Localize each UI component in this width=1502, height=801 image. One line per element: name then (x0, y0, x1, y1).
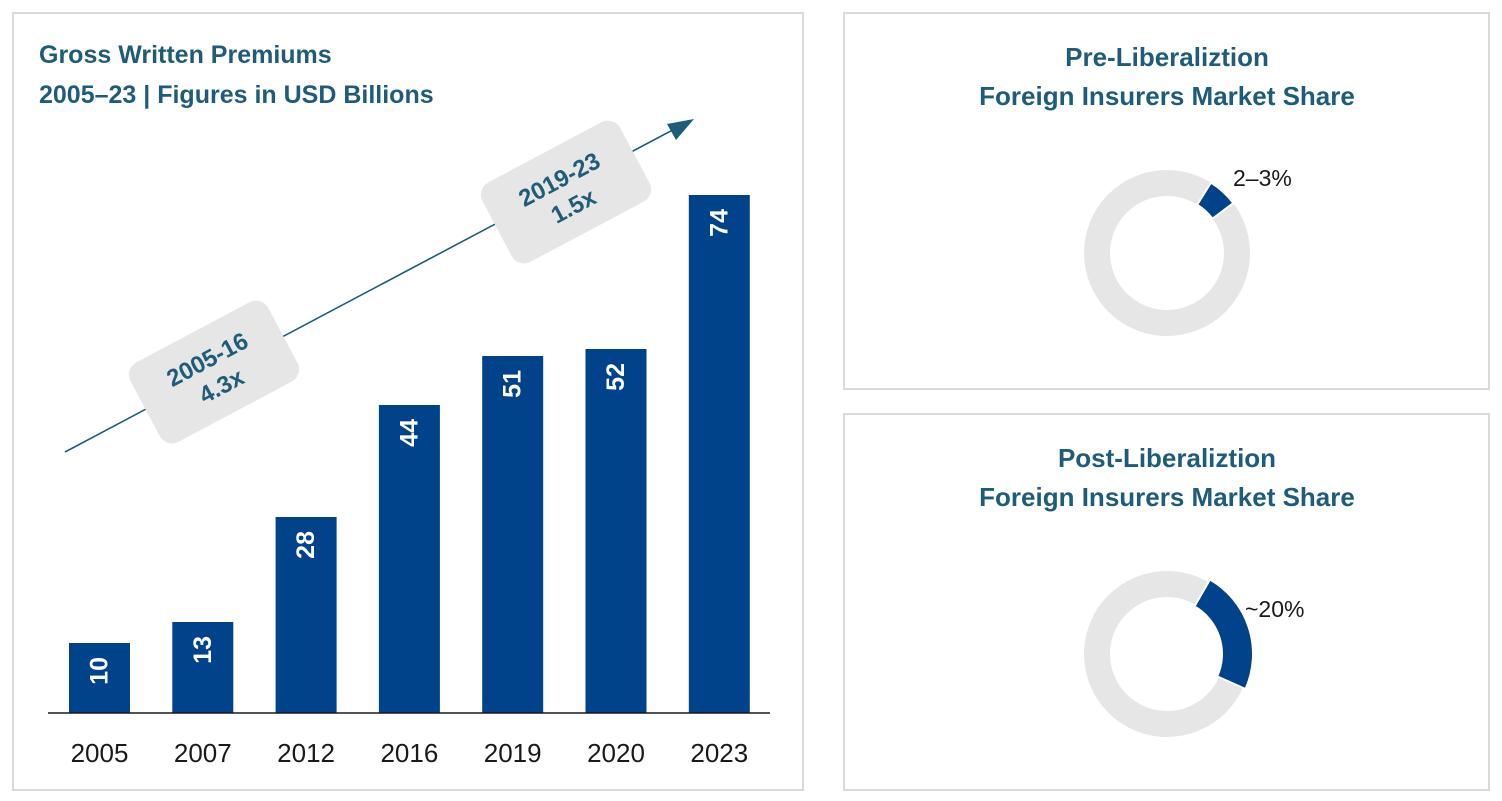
post-share-label: ~20% (1245, 596, 1304, 622)
post-title-line2: Foreign Insurers Market Share (979, 482, 1355, 512)
x-tick-label: 2023 (690, 738, 748, 768)
x-tick-label: 2016 (380, 738, 438, 768)
bar-2005 (69, 643, 130, 713)
x-tick-label: 2007 (174, 738, 232, 768)
pre-donut-chart: Pre-Liberaliztion Foreign Insurers Marke… (979, 42, 1355, 336)
pre-donut-slice (1195, 181, 1235, 221)
post-title-line1: Post-Liberaliztion (1058, 443, 1276, 473)
callout-2019-23: 2019-23 1.5x (480, 120, 652, 264)
x-tick-label: 2019 (484, 738, 542, 768)
bar-value-label: 13 (189, 636, 217, 664)
pre-liberalization-panel: Pre-Liberaliztion Foreign Insurers Marke… (843, 12, 1490, 390)
x-tick-label: 2012 (277, 738, 335, 768)
bar-value-label: 44 (395, 419, 423, 447)
bar-value-label: 10 (86, 657, 114, 685)
pre-title-line1: Pre-Liberaliztion (1065, 42, 1269, 72)
bar-value-label: 51 (499, 370, 527, 398)
pre-share-label: 2–3% (1233, 165, 1292, 191)
callout-2005-16: 2005-16 4.3x (128, 300, 300, 444)
x-tick-label: 2020 (587, 738, 645, 768)
bar-chart-panel: Gross Written Premiums 2005–23 | Figures… (12, 12, 804, 791)
bar-2016 (378, 405, 440, 713)
trend-arrowhead (667, 119, 694, 140)
bar-2023 (688, 195, 750, 713)
bar-2020 (585, 349, 647, 713)
bar-value-label: 52 (602, 363, 630, 391)
bar-2012 (275, 517, 337, 713)
bar-2019 (482, 356, 544, 713)
bar-chart-title: Gross Written Premiums (39, 41, 332, 69)
bar-2007 (172, 622, 234, 713)
bar-chart-subtitle: 2005–23 | Figures in USD Billions (39, 81, 434, 109)
pre-donut-track (1084, 170, 1250, 336)
post-liberalization-panel: Post-Liberaliztion Foreign Insurers Mark… (843, 413, 1490, 791)
bar-value-label: 74 (705, 209, 733, 237)
bar-value-label: 28 (292, 531, 320, 559)
x-tick-label: 2005 (71, 738, 129, 768)
post-donut-chart: Post-Liberaliztion Foreign Insurers Mark… (979, 443, 1355, 737)
pre-title-line2: Foreign Insurers Market Share (979, 81, 1355, 111)
bars-group: 10 2005 13 2007 28 2012 44 2016 51 2019 52 2020 74 20… (69, 195, 750, 768)
bar-chart: Gross Written Premiums 2005–23 | Figures… (39, 41, 770, 768)
post-donut-slice (1193, 578, 1254, 691)
